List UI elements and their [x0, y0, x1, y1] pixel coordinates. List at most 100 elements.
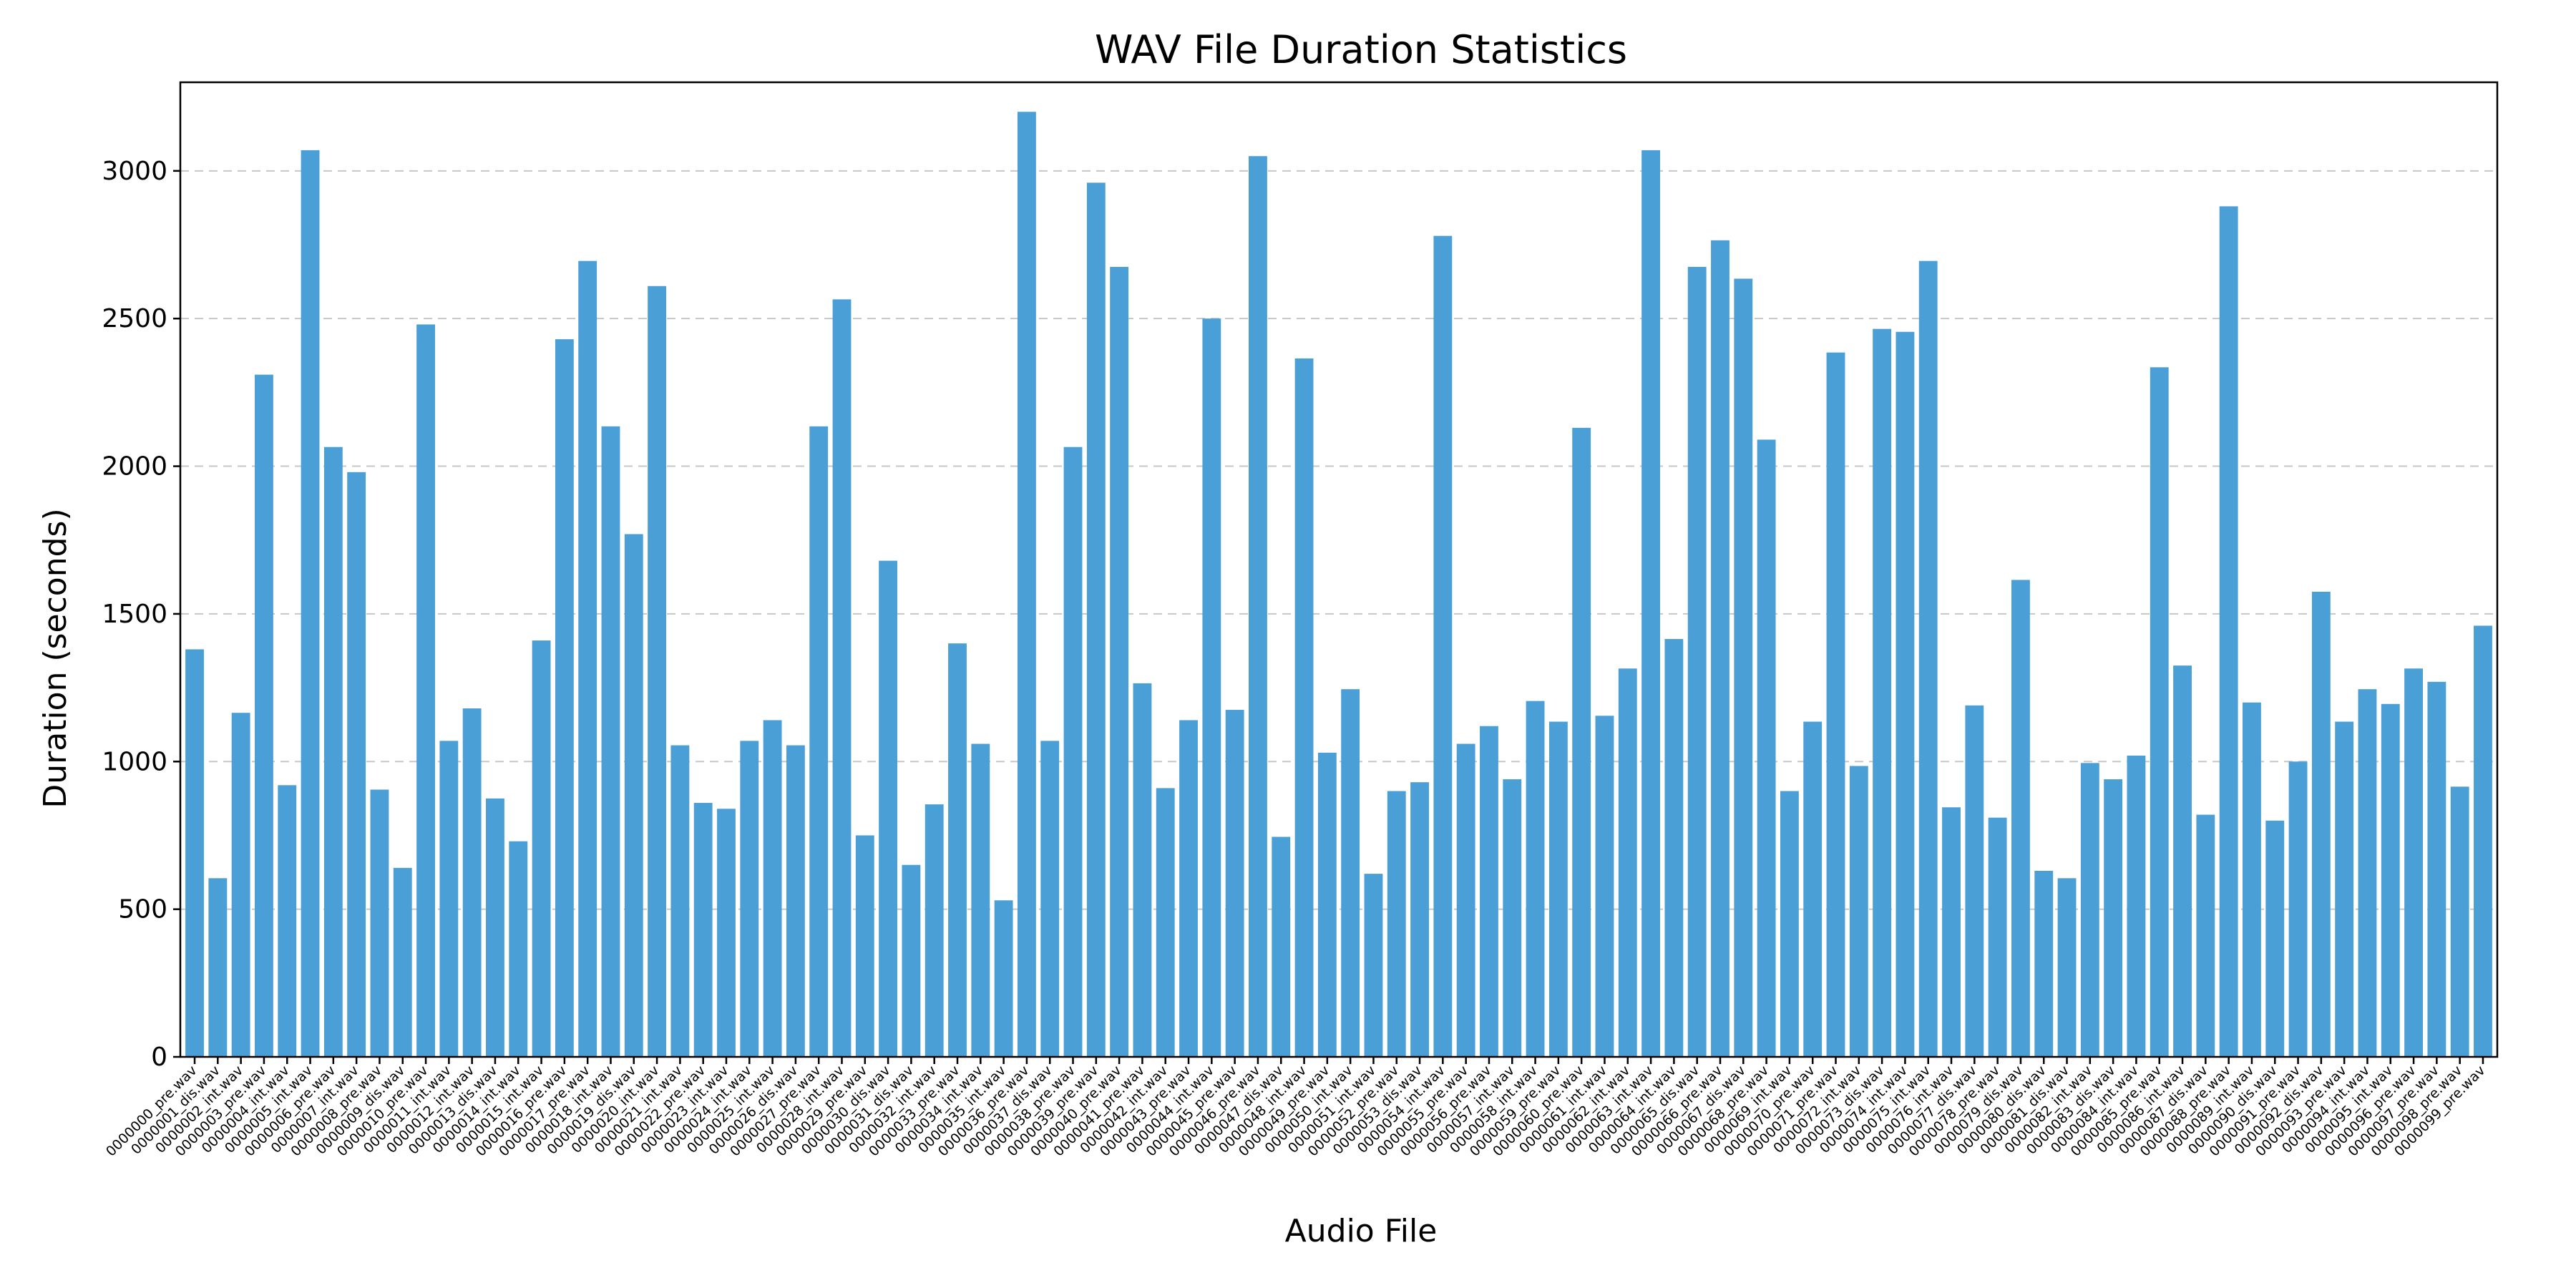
bar	[2104, 779, 2123, 1057]
bar	[1063, 447, 1083, 1057]
bar	[323, 447, 343, 1057]
bar	[1687, 266, 1707, 1057]
bar	[994, 900, 1013, 1057]
bar	[1849, 766, 1868, 1057]
bar	[1595, 716, 1614, 1057]
bar	[601, 426, 620, 1057]
bar	[1040, 741, 1060, 1057]
bar	[717, 809, 736, 1057]
bar	[1757, 439, 1776, 1057]
bar	[948, 643, 967, 1057]
bar	[2243, 702, 2261, 1057]
bar	[255, 374, 273, 1057]
bar	[1618, 668, 1637, 1057]
y-tick-label: 500	[118, 895, 167, 924]
bar	[1572, 427, 1591, 1057]
bar	[1294, 358, 1314, 1057]
bar	[393, 867, 412, 1057]
y-tick-label: 2000	[102, 452, 167, 482]
bar	[2196, 814, 2215, 1057]
bar	[1503, 779, 1522, 1057]
bar	[1202, 318, 1221, 1057]
bar	[855, 835, 874, 1057]
bar	[532, 640, 551, 1057]
bar	[924, 804, 944, 1057]
y-tick-label: 2500	[102, 304, 167, 333]
bar	[1364, 874, 1383, 1057]
bar	[809, 426, 829, 1057]
bar	[462, 708, 482, 1057]
bar	[1480, 726, 1498, 1057]
bar	[1664, 638, 1684, 1057]
bar	[2474, 625, 2492, 1057]
bar	[1387, 791, 1406, 1057]
bar	[2265, 820, 2285, 1057]
bar	[555, 339, 574, 1057]
bar	[670, 745, 690, 1057]
bar	[1896, 331, 1915, 1058]
bar	[2127, 756, 2146, 1057]
bar	[370, 789, 389, 1057]
bar	[2288, 761, 2308, 1057]
bar	[2450, 786, 2469, 1057]
bar	[1873, 328, 1892, 1057]
bar	[208, 878, 228, 1057]
bar	[1272, 836, 1291, 1057]
bar	[1942, 807, 1961, 1057]
bar	[2080, 763, 2099, 1057]
bar	[879, 560, 898, 1057]
bar	[1017, 112, 1036, 1058]
bar	[578, 260, 597, 1058]
bar	[1803, 721, 1823, 1057]
plot-frame	[179, 81, 2499, 1058]
x-axis-label: Audio File	[1285, 1213, 1438, 1249]
bar	[1641, 150, 1661, 1058]
bar	[1317, 752, 1337, 1057]
bar	[278, 785, 297, 1057]
bar	[1826, 352, 1845, 1057]
bar	[301, 150, 320, 1058]
bar	[1780, 791, 1799, 1057]
bar	[902, 864, 921, 1057]
bar	[2219, 206, 2238, 1057]
bar	[2404, 668, 2423, 1057]
bar	[1711, 240, 1729, 1057]
bar	[1410, 782, 1429, 1057]
bar	[763, 720, 782, 1057]
chart-title: WAV File Duration Statistics	[1095, 27, 1627, 72]
bar	[486, 798, 504, 1057]
bar	[971, 743, 990, 1057]
bar	[1734, 278, 1753, 1057]
bar	[185, 649, 204, 1057]
bar	[416, 324, 435, 1057]
bar	[1341, 689, 1360, 1057]
bar	[1086, 182, 1106, 1057]
y-tick-label: 0	[151, 1043, 167, 1072]
y-tick-label: 1000	[102, 747, 167, 776]
bar	[1965, 705, 1984, 1057]
bar	[439, 741, 459, 1057]
bar	[1156, 788, 1175, 1057]
bar	[693, 803, 713, 1057]
bar	[1548, 721, 1568, 1057]
bar	[1433, 235, 1453, 1058]
bar	[2173, 665, 2192, 1057]
bar	[2358, 689, 2377, 1057]
bar	[2150, 367, 2169, 1057]
bar	[648, 286, 666, 1057]
bar	[2335, 721, 2354, 1057]
bar	[1110, 266, 1129, 1057]
y-axis-label: Duration (seconds)	[37, 508, 74, 808]
bar	[1249, 156, 1267, 1057]
bar	[1179, 720, 1198, 1057]
y-axis-ticks: 0 500 1000 1500 2000 2500 3000	[102, 157, 180, 1072]
bar	[509, 841, 528, 1057]
bar	[624, 534, 643, 1057]
bar	[2427, 681, 2446, 1057]
y-tick-label: 3000	[102, 157, 167, 186]
bar	[2381, 703, 2400, 1057]
bar	[1133, 683, 1152, 1057]
bar	[347, 472, 366, 1057]
y-tick-label: 1500	[102, 600, 167, 629]
